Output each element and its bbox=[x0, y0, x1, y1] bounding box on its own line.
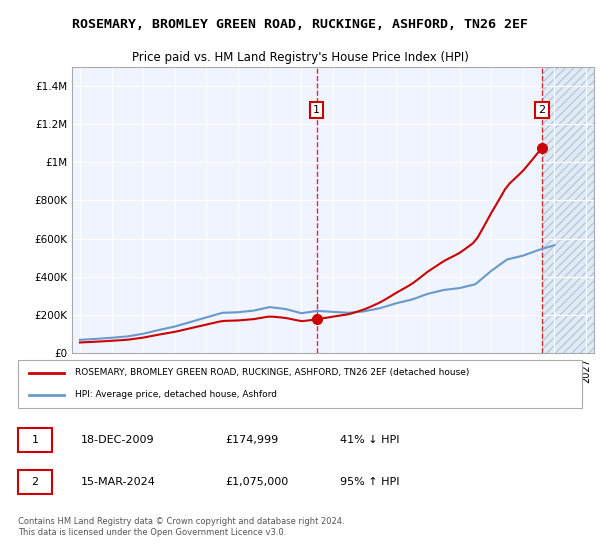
Text: ROSEMARY, BROMLEY GREEN ROAD, RUCKINGE, ASHFORD, TN26 2EF: ROSEMARY, BROMLEY GREEN ROAD, RUCKINGE, … bbox=[72, 18, 528, 31]
Text: £1,075,000: £1,075,000 bbox=[225, 477, 289, 487]
FancyBboxPatch shape bbox=[18, 428, 52, 452]
Text: 15-MAR-2024: 15-MAR-2024 bbox=[81, 477, 156, 487]
Text: HPI: Average price, detached house, Ashford: HPI: Average price, detached house, Ashf… bbox=[76, 390, 277, 399]
Text: 2: 2 bbox=[538, 105, 545, 115]
Text: Contains HM Land Registry data © Crown copyright and database right 2024.
This d: Contains HM Land Registry data © Crown c… bbox=[18, 517, 344, 536]
Text: 2: 2 bbox=[31, 477, 38, 487]
Text: £174,999: £174,999 bbox=[225, 435, 278, 445]
Text: 1: 1 bbox=[32, 435, 38, 445]
Text: Price paid vs. HM Land Registry's House Price Index (HPI): Price paid vs. HM Land Registry's House … bbox=[131, 51, 469, 64]
Text: ROSEMARY, BROMLEY GREEN ROAD, RUCKINGE, ASHFORD, TN26 2EF (detached house): ROSEMARY, BROMLEY GREEN ROAD, RUCKINGE, … bbox=[76, 368, 470, 377]
Bar bbox=[542, 67, 594, 353]
FancyBboxPatch shape bbox=[18, 470, 52, 494]
FancyBboxPatch shape bbox=[18, 360, 582, 408]
Text: 1: 1 bbox=[313, 105, 320, 115]
Text: 18-DEC-2009: 18-DEC-2009 bbox=[81, 435, 155, 445]
Text: 41% ↓ HPI: 41% ↓ HPI bbox=[340, 435, 400, 445]
Text: 95% ↑ HPI: 95% ↑ HPI bbox=[340, 477, 400, 487]
